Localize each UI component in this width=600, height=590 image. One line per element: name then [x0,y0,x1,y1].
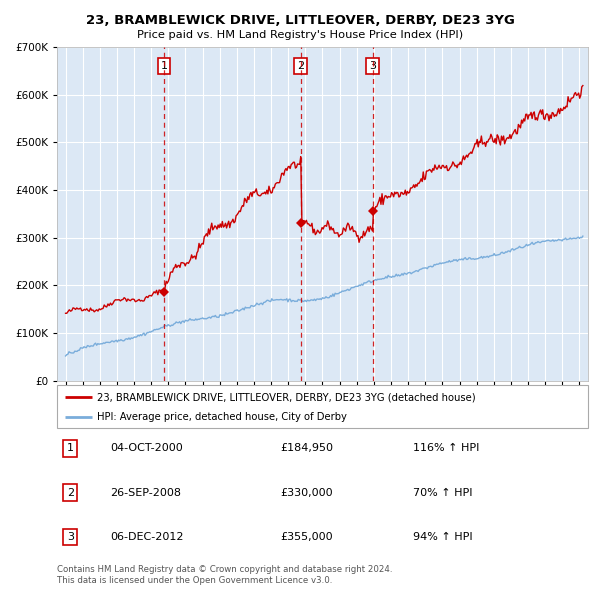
Text: £355,000: £355,000 [280,532,332,542]
Text: 1: 1 [161,61,167,71]
Text: 06-DEC-2012: 06-DEC-2012 [110,532,184,542]
Text: Contains HM Land Registry data © Crown copyright and database right 2024.: Contains HM Land Registry data © Crown c… [57,565,392,574]
Text: HPI: Average price, detached house, City of Derby: HPI: Average price, detached house, City… [97,412,347,422]
Text: 1: 1 [67,444,74,453]
Text: This data is licensed under the Open Government Licence v3.0.: This data is licensed under the Open Gov… [57,576,332,585]
Text: £184,950: £184,950 [280,444,333,453]
Text: £330,000: £330,000 [280,488,332,497]
Text: 23, BRAMBLEWICK DRIVE, LITTLEOVER, DERBY, DE23 3YG (detached house): 23, BRAMBLEWICK DRIVE, LITTLEOVER, DERBY… [97,392,475,402]
Text: 3: 3 [67,532,74,542]
Text: 2: 2 [67,488,74,497]
FancyBboxPatch shape [57,385,588,428]
Text: 3: 3 [369,61,376,71]
Text: 04-OCT-2000: 04-OCT-2000 [110,444,183,453]
Text: 2: 2 [297,61,304,71]
Text: 23, BRAMBLEWICK DRIVE, LITTLEOVER, DERBY, DE23 3YG: 23, BRAMBLEWICK DRIVE, LITTLEOVER, DERBY… [86,14,514,27]
Text: 116% ↑ HPI: 116% ↑ HPI [413,444,479,453]
Text: 26-SEP-2008: 26-SEP-2008 [110,488,181,497]
Text: Price paid vs. HM Land Registry's House Price Index (HPI): Price paid vs. HM Land Registry's House … [137,31,463,40]
Text: 94% ↑ HPI: 94% ↑ HPI [413,532,472,542]
Text: 70% ↑ HPI: 70% ↑ HPI [413,488,472,497]
